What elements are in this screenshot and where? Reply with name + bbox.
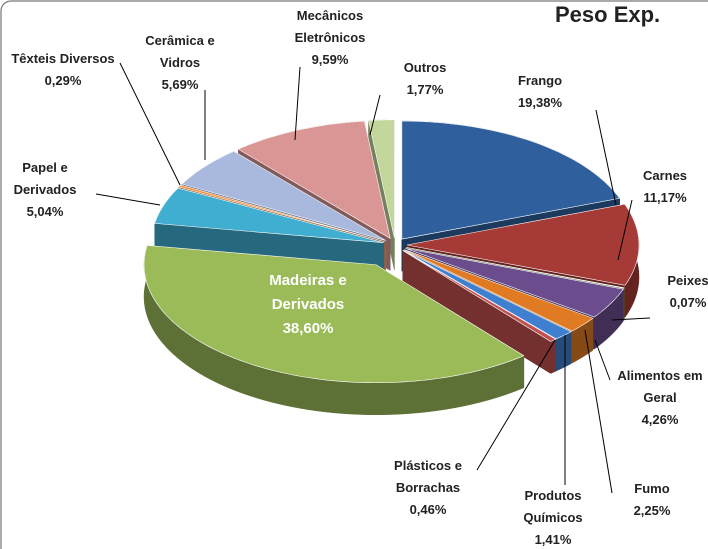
leader-line: [595, 109, 617, 206]
leader-line: [369, 94, 381, 136]
slice-label: Produtos Químicos: [523, 488, 582, 525]
value-label: 2,25%: [634, 503, 671, 518]
leader-line: [594, 339, 611, 381]
slice-label: Outros: [404, 60, 447, 75]
leader-line: [476, 339, 556, 471]
slice: [154, 187, 384, 244]
slice: [405, 248, 624, 318]
value-label: 1,77%: [407, 82, 444, 97]
chart-title: Peso Exp.: [555, 2, 660, 27]
slice: [237, 120, 391, 240]
pie: [143, 119, 640, 416]
slice-label: Têxteis Diversos: [11, 51, 114, 66]
slice-label: Madeiras e Derivados: [269, 272, 347, 313]
value-label: 5,04%: [27, 204, 64, 219]
value-label: 0,29%: [45, 73, 82, 88]
slice-label: Cerâmica e Vidros: [145, 33, 214, 70]
leader-line: [584, 329, 613, 494]
slice: [406, 247, 625, 289]
slice: [402, 250, 557, 342]
value-label: 5,69%: [162, 77, 199, 92]
value-label: 19,38%: [518, 95, 563, 110]
slice-side: [550, 338, 556, 374]
slice-label: Fumo: [634, 481, 669, 496]
value-label: 38,60%: [283, 320, 334, 337]
value-label: 9,59%: [312, 52, 349, 67]
slice-label: Carnes: [643, 168, 687, 183]
slice: [406, 203, 640, 286]
leader-line: [119, 62, 181, 186]
value-label: 0,07%: [670, 295, 707, 310]
slice: [178, 184, 385, 242]
value-label: 1,41%: [535, 532, 572, 547]
leader-line: [617, 199, 633, 261]
slice: [143, 245, 525, 384]
slice-label: Plásticos e Borrachas: [394, 458, 462, 495]
leader-line: [95, 193, 161, 206]
labels: Frango 19,38% Carnes 11,17% Peixes 0,07% Alime…: [11, 8, 708, 547]
slice-label: Papel e Derivados: [14, 160, 77, 197]
slice-label: Alimentos em Geral: [617, 368, 702, 405]
leader-line: [294, 66, 301, 141]
slice: [404, 249, 594, 332]
slice: [403, 249, 572, 340]
slice: [401, 120, 621, 240]
slice-label: Peixes: [667, 273, 708, 288]
slice: [181, 150, 386, 241]
slice-label: Frango: [518, 73, 562, 88]
value-label: 11,17%: [643, 190, 687, 205]
value-label: 0,46%: [410, 502, 447, 517]
leader-line: [611, 317, 651, 321]
slice-label: Mecânicos Eletrônicos: [295, 8, 366, 45]
value-label: 4,26%: [642, 412, 679, 427]
slice: [368, 119, 395, 238]
